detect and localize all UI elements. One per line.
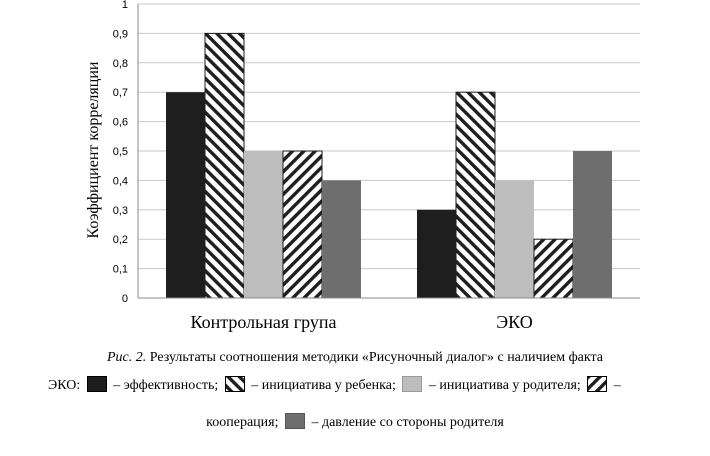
- x-category-label: ЭКО: [496, 312, 532, 332]
- bar-control-0: [166, 92, 205, 298]
- x-category-label: Контрольная група: [191, 312, 337, 332]
- figure-label: Рис. 2.: [106, 350, 147, 365]
- bar-control-2: [244, 151, 283, 298]
- bar-eko-3: [533, 238, 574, 299]
- legend-item-cooperation-dash: –: [610, 378, 621, 393]
- bar-chart: 0 0,1 0,2 0,3 0,4 0,5 0,6 0,7 0,8 0,9 1 Контрольная…: [85, 0, 640, 332]
- legend-item-effectiveness: – эффективность;: [109, 378, 219, 393]
- legend-swatch-child-initiative: [224, 376, 245, 392]
- bar-eko-2: [495, 180, 534, 298]
- legend-swatch-parent-pressure: [284, 413, 305, 429]
- figure-caption-line-3: кооперация; – давление со стороны родите…: [0, 413, 710, 433]
- legend-item-parent-pressure: – давление со стороны родителя: [307, 415, 504, 430]
- y-tick-label: 0,8: [113, 58, 128, 70]
- axes: 0 0,1 0,2 0,3 0,4 0,5 0,6 0,7 0,8 0,9 1 Контрольная…: [113, 0, 640, 332]
- y-tick-label: 0,9: [113, 28, 128, 40]
- bar-control-4: [322, 180, 361, 298]
- legend-swatch-parent-initiative: [402, 376, 423, 392]
- bar-eko-4: [573, 151, 612, 298]
- legend-swatch-cooperation: [587, 376, 608, 392]
- figure-caption-line-2: ЭКО: – эффективность; – инициатива у реб…: [48, 376, 708, 396]
- legend-swatch-effectiveness: [86, 376, 107, 392]
- y-tick-label: 0: [122, 293, 128, 305]
- legend-item-cooperation: кооперация;: [206, 415, 279, 430]
- legend-item-child-initiative: – инициатива у ребенка;: [247, 378, 396, 393]
- y-tick-label: 0,1: [113, 264, 128, 276]
- legend-item-parent-initiative: – инициатива у родителя;: [425, 378, 581, 393]
- y-tick-label: 0,6: [113, 117, 128, 129]
- y-tick-label: 0,4: [113, 175, 128, 187]
- figure-caption-line-1: Рис. 2. Результаты соотношения методики …: [0, 348, 710, 368]
- bar-eko-0: [417, 209, 456, 298]
- bar-control-1: [204, 32, 245, 299]
- y-tick-label: 1: [122, 0, 128, 11]
- y-tick-label: 0,7: [113, 87, 128, 99]
- y-tick-label: 0,5: [113, 146, 128, 158]
- caption-prefix: ЭКО:: [48, 378, 81, 393]
- y-tick-label: 0,2: [113, 234, 128, 246]
- y-axis-label: Коэффициент корреляции: [85, 61, 102, 238]
- caption-text-1: Результаты соотношения методики «Рисуноч…: [146, 350, 604, 365]
- bars: [166, 32, 612, 299]
- bar-eko-1: [455, 91, 496, 299]
- bar-control-3: [282, 150, 323, 299]
- y-tick-label: 0,3: [113, 205, 128, 217]
